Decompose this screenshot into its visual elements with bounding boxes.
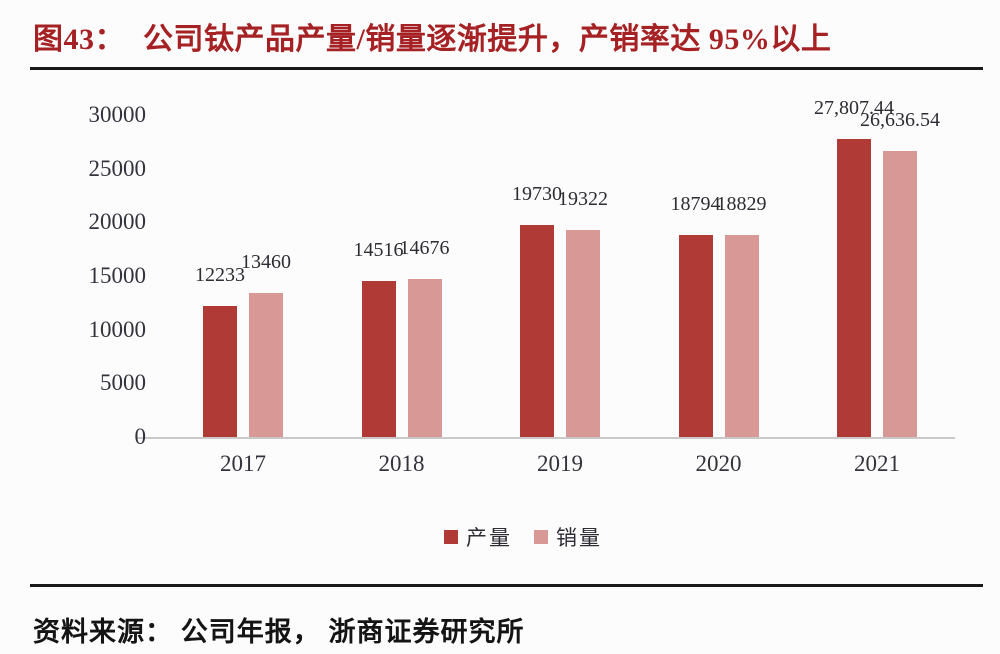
figure-number: 图43： bbox=[33, 23, 125, 56]
sales-data-label: 26,636.54 bbox=[860, 109, 940, 132]
title-divider-line bbox=[30, 67, 983, 70]
production-bar bbox=[361, 281, 396, 437]
sales-bar bbox=[883, 151, 917, 437]
legend-item-sales: 销量 bbox=[534, 522, 602, 552]
sales-bar bbox=[407, 279, 442, 437]
sales-data-label: 13460 bbox=[241, 250, 291, 273]
sales-data-label: 14676 bbox=[399, 237, 450, 260]
production-legend-label: 产量 bbox=[466, 526, 512, 550]
x-axis-tick-label: 2021 bbox=[854, 451, 900, 476]
production-data-label: 19730 bbox=[512, 183, 562, 206]
sales-data-label: 18829 bbox=[716, 192, 767, 215]
chart-legend: 产量 销量 bbox=[0, 522, 1000, 552]
y-axis-tick-label: 25000 bbox=[88, 155, 147, 181]
sales-bar bbox=[566, 229, 600, 437]
production-bar bbox=[678, 235, 713, 437]
production-bar bbox=[520, 225, 554, 437]
production-data-label: 14516 bbox=[353, 239, 404, 262]
sales-bar bbox=[249, 292, 283, 437]
figure-title: 图43： 公司钛产品产量/销量逐渐提升，产销率达 95%以上 bbox=[33, 14, 831, 58]
x-axis-tick-label: 2018 bbox=[378, 451, 425, 476]
production-data-label: 27,807.44 bbox=[814, 96, 894, 119]
y-axis-tick-label: 20000 bbox=[88, 209, 147, 235]
sales-legend-label: 销量 bbox=[556, 526, 602, 550]
production-legend-swatch bbox=[444, 530, 458, 544]
x-axis-tick-label: 2019 bbox=[537, 451, 583, 476]
sales-bar bbox=[724, 234, 759, 437]
production-bar bbox=[203, 305, 237, 437]
sales-data-label: 19322 bbox=[558, 187, 608, 210]
x-axis-tick-label: 2017 bbox=[220, 451, 266, 476]
y-axis-tick-label: 15000 bbox=[88, 263, 147, 288]
y-axis-tick-label: 5000 bbox=[100, 370, 146, 396]
production-data-label: 18794 bbox=[670, 193, 721, 216]
source-note: 资料来源： 公司年报， 浙商证券研究所 bbox=[33, 617, 525, 647]
production-data-label: 12233 bbox=[195, 263, 245, 286]
x-axis-tick-label: 2020 bbox=[695, 451, 742, 476]
y-axis-tick-label: 10000 bbox=[88, 316, 147, 342]
footer-divider-line bbox=[30, 584, 983, 587]
y-axis-tick-label: 0 bbox=[134, 424, 147, 449]
figure-title-text: 公司钛产品产量/销量逐渐提升，产销率达 95%以上 bbox=[143, 23, 832, 56]
sales-legend-swatch bbox=[534, 530, 548, 544]
y-axis-tick-label: 30000 bbox=[88, 102, 147, 127]
legend-item-production: 产量 bbox=[444, 522, 512, 552]
production-bar bbox=[837, 138, 871, 437]
x-axis-line bbox=[136, 437, 955, 439]
